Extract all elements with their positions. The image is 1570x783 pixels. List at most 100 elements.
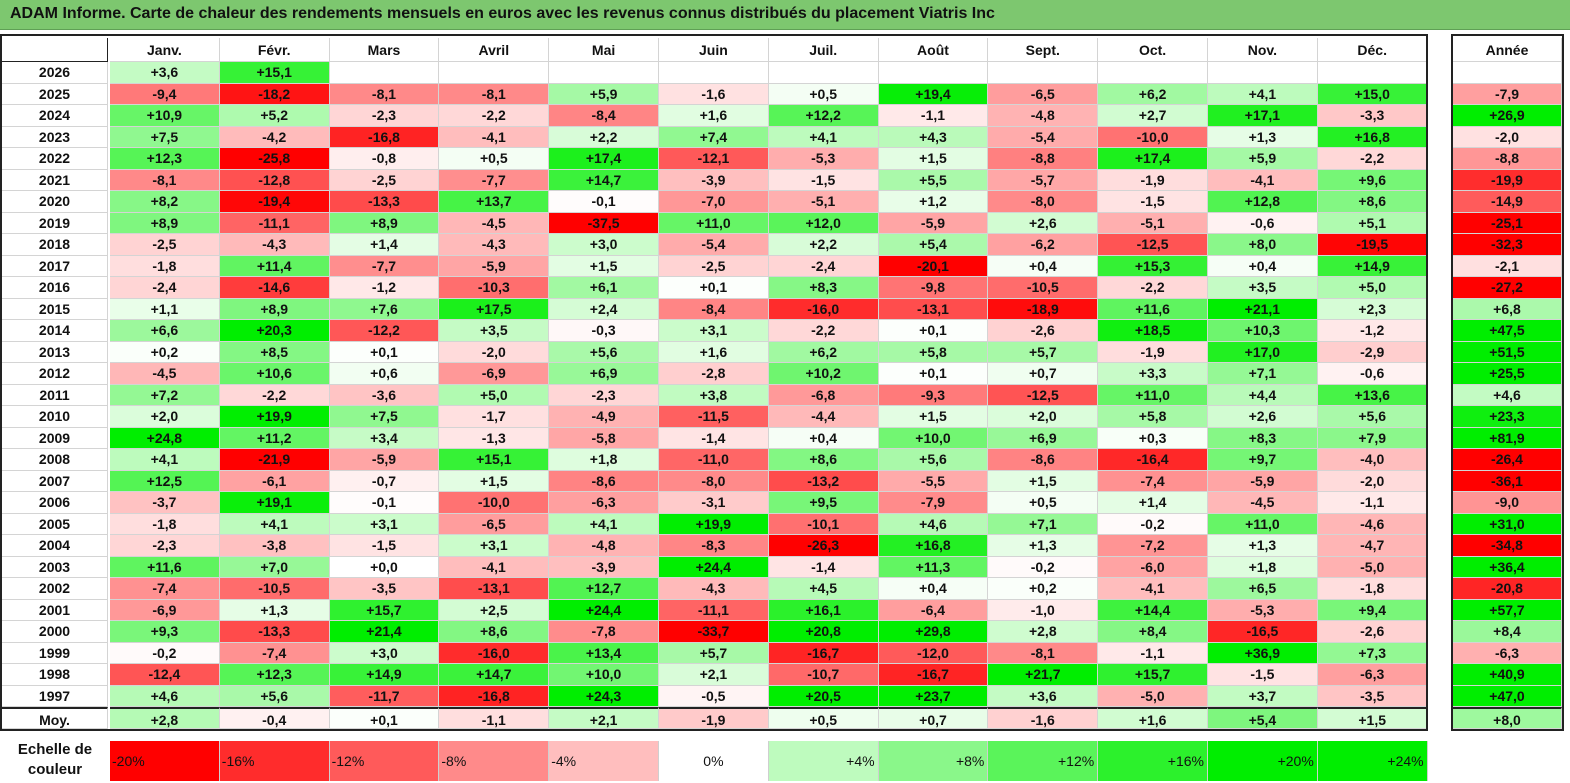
heat-cell: -7,8 — [549, 621, 659, 643]
heat-cell: -7,9 — [878, 492, 989, 514]
heat-cell: -20,1 — [878, 255, 989, 277]
heat-cell: +19,9 — [219, 406, 330, 428]
heat-cell: -5,8 — [549, 427, 659, 449]
heat-cell: +5,8 — [878, 341, 989, 363]
heat-cell: +9,7 — [1208, 449, 1318, 471]
year-label: 1999 — [2, 642, 108, 664]
year-label: 1997 — [2, 685, 108, 707]
title-bar: ADAM Informe. Carte de chaleur des rende… — [0, 0, 1570, 30]
heat-cell: +2,6 — [1208, 406, 1318, 428]
heat-cell: -1,1 — [1317, 492, 1428, 514]
heat-cell: -5,9 — [1208, 470, 1318, 492]
annual-average-cell: +8,0 — [1453, 707, 1562, 729]
heat-cell: +3,0 — [329, 642, 440, 664]
heat-cell: -6,8 — [768, 384, 879, 406]
heat-cell: -5,3 — [1208, 599, 1318, 621]
annual-cell: -26,4 — [1453, 449, 1562, 471]
heat-cell: +1,4 — [1098, 492, 1208, 514]
heat-cell: -5,7 — [988, 169, 1099, 191]
heat-cell: -26,3 — [768, 535, 879, 557]
heat-cell — [439, 62, 550, 84]
legend-swatch: 0% — [659, 741, 769, 781]
heat-cell: -12,5 — [1098, 234, 1208, 256]
heat-cell: -8,1 — [329, 83, 440, 105]
year-label: 2016 — [2, 277, 108, 299]
heat-cell: -4,3 — [439, 234, 550, 256]
heat-cell: -3,7 — [110, 492, 220, 514]
heat-cell: +8,9 — [110, 212, 220, 234]
heat-cell: +11,0 — [1208, 513, 1318, 535]
heat-cell: +7,2 — [110, 384, 220, 406]
legend-swatch: +12% — [988, 741, 1099, 781]
heat-cell: -1,8 — [110, 513, 220, 535]
heat-cell: +3,1 — [659, 320, 769, 342]
heat-cell: +5,1 — [1317, 212, 1428, 234]
heat-cell: -0,2 — [1098, 513, 1208, 535]
average-cell: +1,5 — [1317, 707, 1428, 729]
heat-cell: +7,6 — [329, 298, 440, 320]
heat-cell: +6,5 — [1208, 578, 1318, 600]
heat-cell: +8,0 — [1208, 234, 1318, 256]
heat-cell: +7,0 — [219, 556, 330, 578]
heat-cell: -9,8 — [878, 277, 989, 299]
heat-cell: +23,7 — [878, 685, 989, 707]
legend-swatch: -12% — [329, 741, 440, 781]
heat-cell: +19,4 — [878, 83, 989, 105]
heat-cell: +0,0 — [329, 556, 440, 578]
year-label: 2022 — [2, 148, 108, 170]
heat-cell: +1,5 — [549, 255, 659, 277]
heat-cell: -6,3 — [1317, 664, 1428, 686]
heat-cell: +11,2 — [219, 427, 330, 449]
heat-cell: +7,5 — [329, 406, 440, 428]
heat-cell: +5,8 — [1098, 406, 1208, 428]
annual-cell: -27,2 — [1453, 277, 1562, 299]
heat-cell: -5,9 — [878, 212, 989, 234]
heat-cell: +1,5 — [878, 148, 989, 170]
heat-cell: +10,0 — [878, 427, 989, 449]
heat-cell: -0,3 — [549, 320, 659, 342]
heat-cell: -8,3 — [659, 535, 769, 557]
heat-cell: -6,9 — [110, 599, 220, 621]
annual-cell: +25,5 — [1453, 363, 1562, 385]
heat-cell: -1,5 — [1208, 664, 1318, 686]
heat-cell: +0,4 — [988, 255, 1099, 277]
heat-cell: +3,5 — [439, 320, 550, 342]
heat-cell: -2,4 — [768, 255, 879, 277]
heat-cell: -3,6 — [329, 384, 440, 406]
heat-cell: +0,5 — [768, 83, 879, 105]
heat-cell: -0,1 — [329, 492, 440, 514]
heat-cell: +19,1 — [219, 492, 330, 514]
heat-cell: +1,8 — [549, 449, 659, 471]
heat-cell: -2,3 — [549, 384, 659, 406]
heat-cell: +8,3 — [1208, 427, 1318, 449]
average-cell: +0,1 — [329, 707, 440, 729]
heat-cell: -2,5 — [659, 255, 769, 277]
heat-cell: +3,4 — [329, 427, 440, 449]
heat-cell: +5,2 — [219, 105, 330, 127]
heat-cell: -3,8 — [219, 535, 330, 557]
annual-cell: -2,1 — [1453, 255, 1562, 277]
legend-swatch: +20% — [1208, 741, 1318, 781]
heat-cell: -4,1 — [439, 556, 550, 578]
heat-cell: -6,1 — [219, 470, 330, 492]
heat-cell: -12,5 — [988, 384, 1099, 406]
heat-cell: -6,4 — [878, 599, 989, 621]
heat-cell: +8,2 — [110, 191, 220, 213]
heat-cell: -8,4 — [549, 105, 659, 127]
heat-cell: -12,8 — [219, 169, 330, 191]
heat-cell: +10,3 — [1208, 320, 1318, 342]
heat-cell: +5,5 — [878, 169, 989, 191]
average-cell: +1,6 — [1098, 707, 1208, 729]
heat-cell: +4,1 — [768, 126, 879, 148]
heat-cell: -4,6 — [1317, 513, 1428, 535]
heat-cell: -16,8 — [329, 126, 440, 148]
heat-cell: -8,1 — [988, 642, 1099, 664]
heat-cell: -0,6 — [1208, 212, 1318, 234]
heat-cell: +14,9 — [329, 664, 440, 686]
heat-cell: -4,3 — [219, 234, 330, 256]
annual-cell: -7,9 — [1453, 83, 1562, 105]
heat-cell: -8,6 — [988, 449, 1099, 471]
heat-cell: -2,8 — [659, 363, 769, 385]
heat-cell: +3,5 — [1208, 277, 1318, 299]
heat-cell: -18,2 — [219, 83, 330, 105]
